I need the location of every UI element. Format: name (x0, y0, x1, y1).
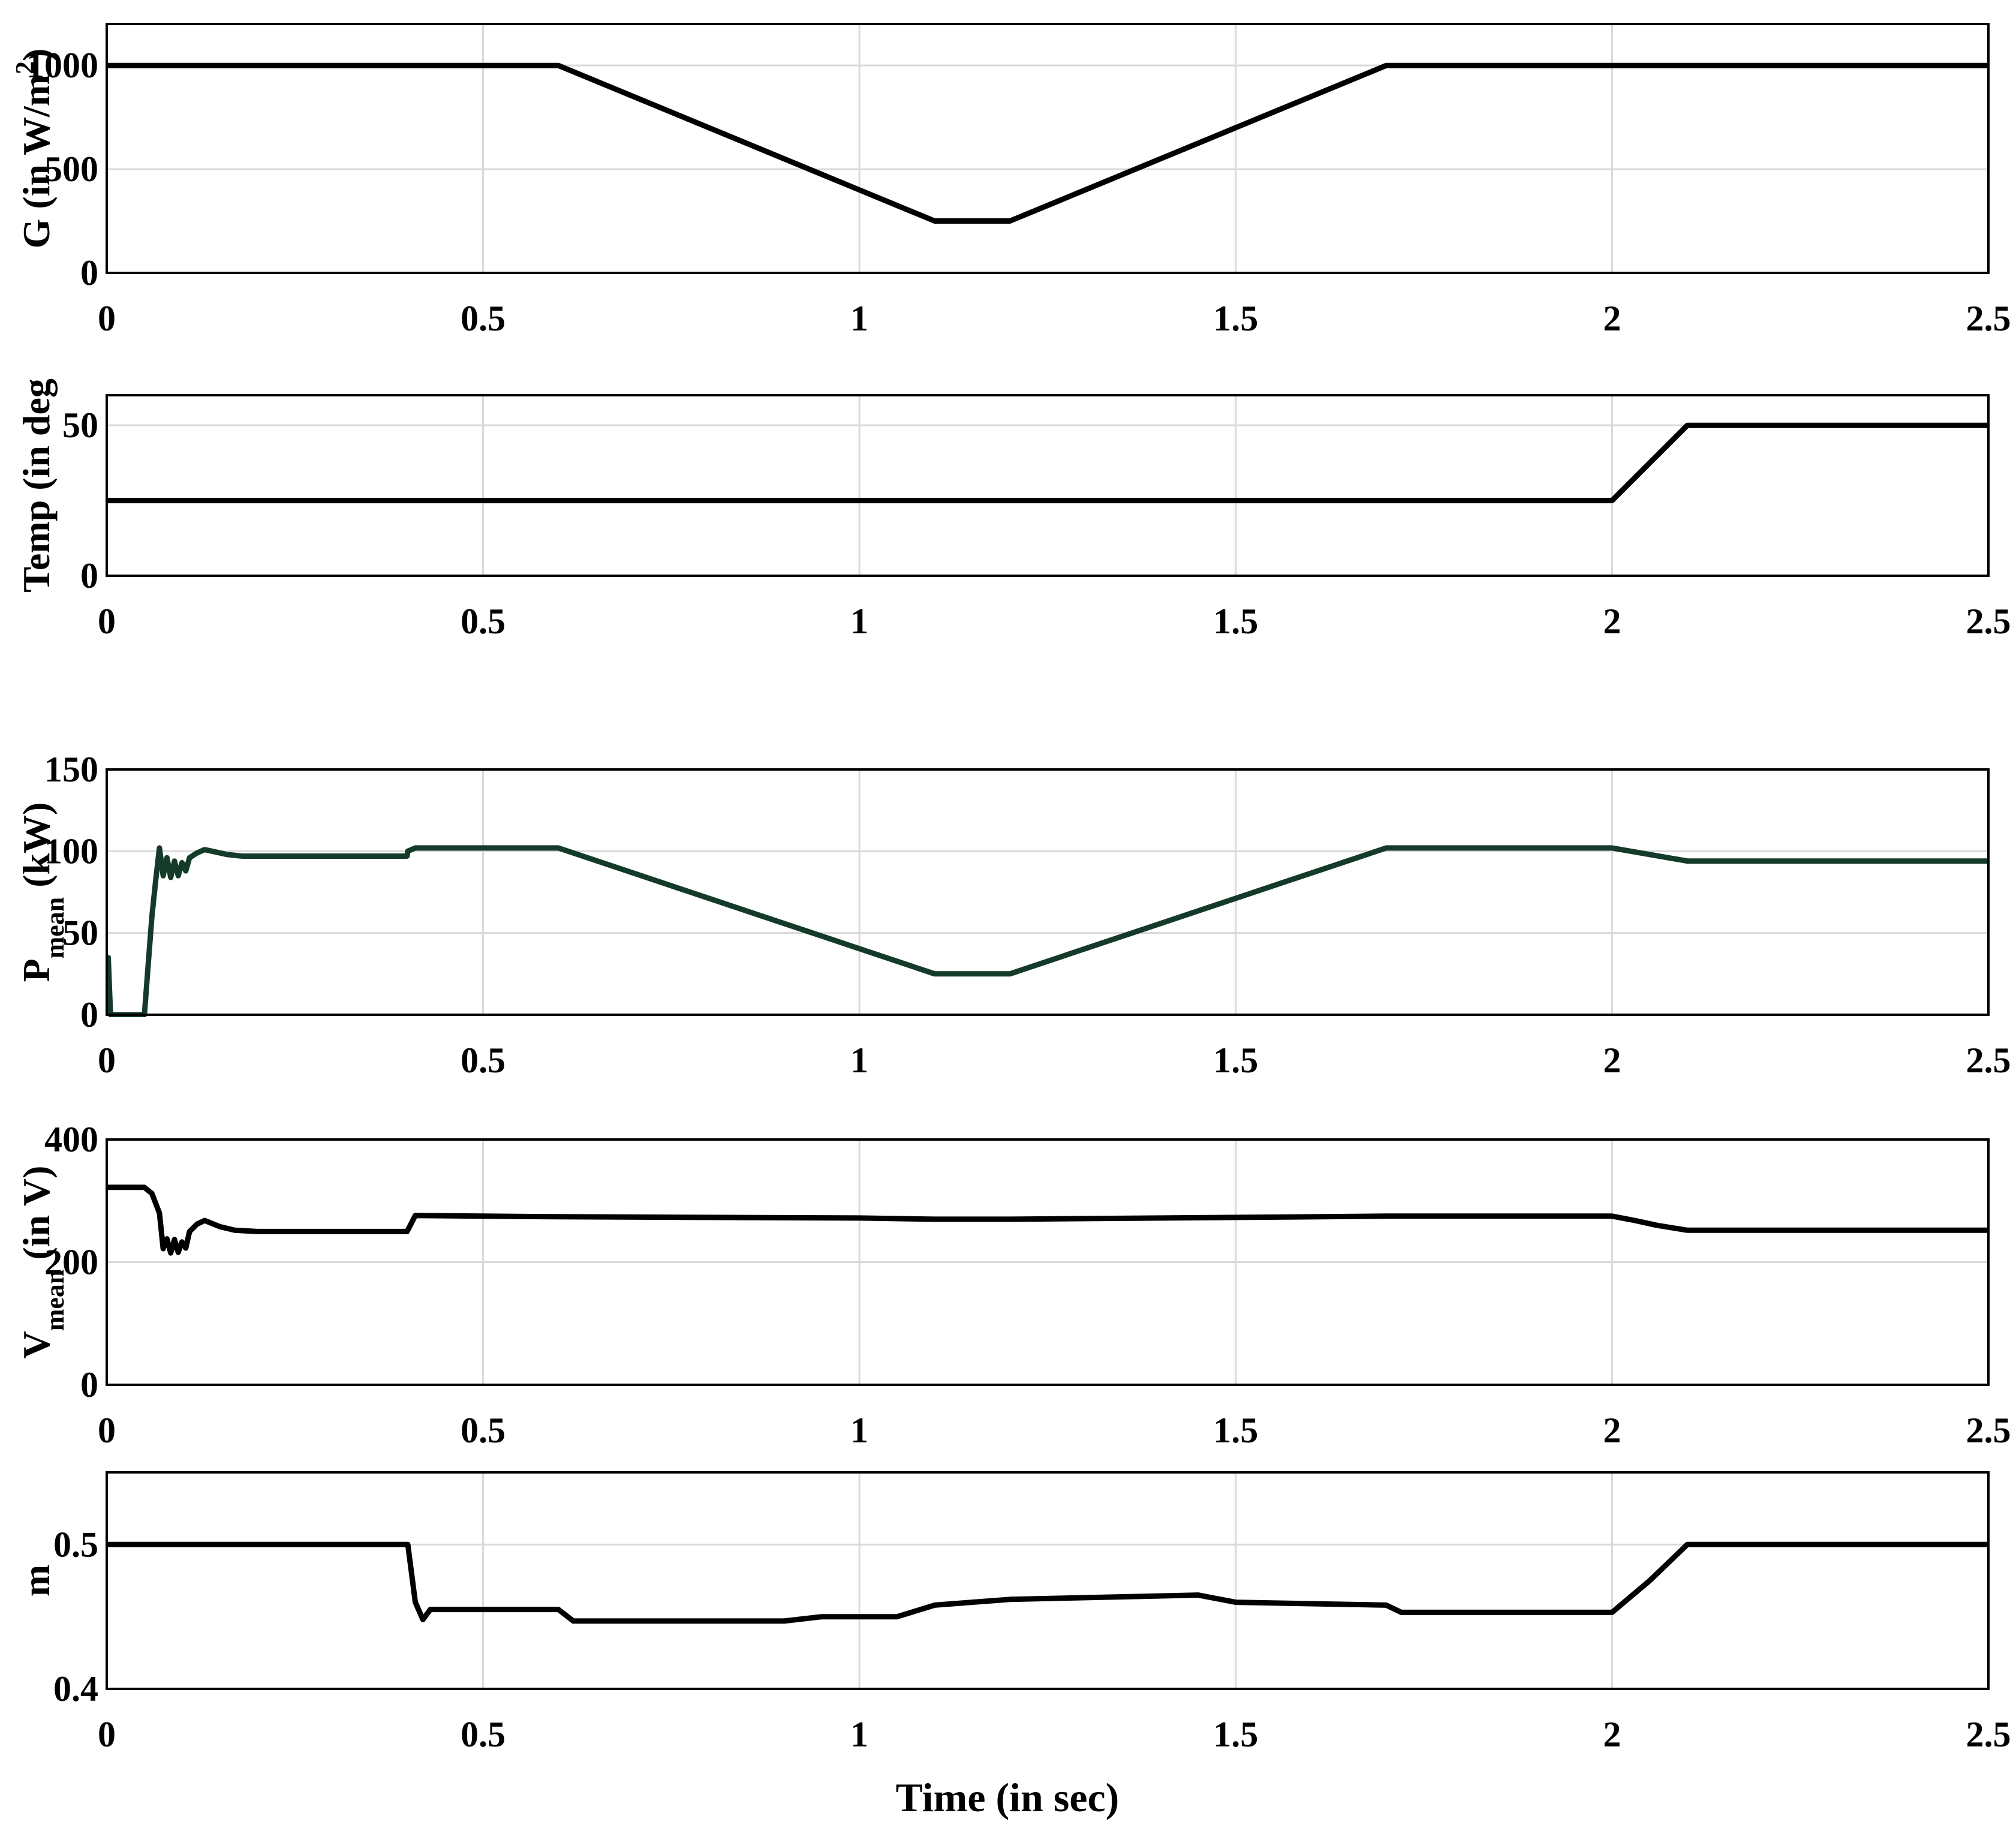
irradiance-y-tick-label: 0 (80, 253, 98, 293)
voltage-x-tick-label: 0.5 (461, 1411, 505, 1450)
irradiance-x-tick-label: 0.5 (461, 299, 505, 338)
voltage-x-tick-label: 1 (850, 1411, 868, 1450)
power-x-tick-label: 1.5 (1213, 1041, 1258, 1080)
subplot-modulation: 0 0.5 1 1.5 2 2.50.40.5m (15, 1471, 2011, 1754)
power-x-tick-label: 0.5 (461, 1041, 505, 1080)
voltage-y-axis-title-sub: mean (40, 1270, 70, 1331)
irradiance-y-axis-title-tail: ) (15, 49, 58, 61)
temperature-x-tick-label: 1 (850, 602, 868, 641)
voltage-y-axis-title-main: V (15, 1331, 58, 1358)
modulation-y-axis-title: m (15, 1565, 58, 1597)
power-y-tick-label: 100 (44, 831, 98, 871)
irradiance-x-tick-label: 2.5 (1966, 299, 2011, 338)
power-plot-frame (106, 768, 1990, 1016)
power-y-axis-title-tail: (kW) (15, 802, 58, 897)
modulation-x-tick-label: 0 (98, 1715, 116, 1754)
temperature-x-tick-label: 2 (1603, 602, 1621, 641)
temperature-y-tick-label: 50 (62, 405, 98, 445)
irradiance-plot-frame (106, 23, 1990, 274)
power-y-tick-label: 50 (62, 913, 98, 953)
power-x-tick-label: 2.5 (1966, 1041, 2011, 1080)
voltage-x-tick-label: 2 (1603, 1411, 1621, 1450)
voltage-y-tick-label: 400 (44, 1120, 98, 1159)
modulation-x-tick-label: 1 (850, 1715, 868, 1754)
irradiance-y-axis-title-main: G (in W/m (15, 74, 58, 248)
x-axis-title: Time (in sec) (896, 1775, 1120, 1820)
voltage-plot-frame (106, 1138, 1990, 1386)
power-y-axis-title: Pmean (kW) (15, 802, 70, 982)
temperature-y-tick-label: 0 (80, 556, 98, 596)
irradiance-y-tick-label: 1000 (26, 46, 98, 85)
modulation-y-tick-label: 0.5 (53, 1525, 98, 1564)
temperature-x-tick-label: 2.5 (1966, 602, 2011, 641)
temperature-x-tick-label: 0.5 (461, 602, 505, 641)
power-y-axis-title-main: P (15, 958, 58, 982)
subplot-power: 0 0.5 1 1.5 2 2.5 0 50 100 150 Pmean (kW) (15, 750, 2011, 1080)
irradiance-x-tick-label: 1 (850, 299, 868, 338)
modulation-x-tick-label: 0.5 (461, 1715, 505, 1754)
irradiance-y-axis-title: G (in W/m2) (10, 49, 58, 249)
power-x-tick-label: 2 (1603, 1041, 1621, 1080)
voltage-x-tick-label: 0 (98, 1411, 116, 1450)
irradiance-series-line (107, 62, 1988, 224)
temperature-plot-frame (106, 394, 1990, 577)
voltage-x-tick-label: 1.5 (1213, 1411, 1258, 1450)
irradiance-x-tick-label: 0 (98, 299, 116, 338)
irradiance-x-tick-label: 2 (1603, 299, 1621, 338)
power-x-tick-label: 0 (98, 1041, 116, 1080)
power-x-tick-label: 1 (850, 1041, 868, 1080)
temperature-x-tick-label: 1.5 (1213, 602, 1258, 641)
irradiance-y-tick-label: 500 (44, 149, 98, 189)
temperature-y-axis-title: Temp (in deg (15, 378, 58, 593)
voltage-series-line (107, 1184, 1988, 1256)
voltage-y-axis-title-tail: (in V) (15, 1166, 58, 1270)
modulation-series-line (107, 1541, 1988, 1624)
irradiance-y-axis-title-sup: 2 (10, 61, 40, 74)
power-series-line (107, 845, 1988, 1017)
temperature-x-tick-label: 0 (98, 602, 116, 641)
voltage-y-tick-label: 0 (80, 1365, 98, 1405)
voltage-x-tick-label: 2.5 (1966, 1411, 2011, 1450)
power-y-tick-label: 150 (44, 750, 98, 789)
modulation-x-tick-label: 2 (1603, 1715, 1621, 1754)
modulation-x-tick-label: 1.5 (1213, 1715, 1258, 1754)
modulation-x-tick-label: 2.5 (1966, 1715, 2011, 1754)
power-y-axis-title-sub: mean (40, 897, 70, 959)
modulation-plot-frame (106, 1471, 1990, 1690)
voltage-y-tick-label: 200 (44, 1243, 98, 1282)
temperature-series-line (107, 422, 1988, 504)
power-y-tick-label: 0 (80, 995, 98, 1035)
irradiance-x-tick-label: 1.5 (1213, 299, 1258, 338)
voltage-y-axis-title: Vmean (in V) (15, 1166, 70, 1359)
subplot-voltage: 0 0.5 1 1.5 2 2.5 0 200 400 Vmean (in V) (15, 1120, 2011, 1450)
modulation-y-tick-label: 0.4 (53, 1669, 98, 1709)
